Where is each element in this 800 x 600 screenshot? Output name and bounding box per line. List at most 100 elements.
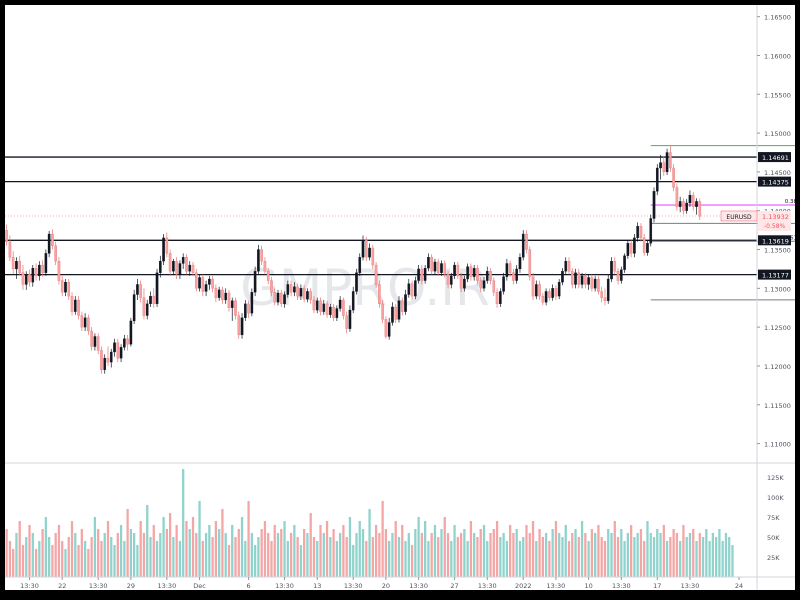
candle-body: [253, 271, 257, 293]
candle-body: [528, 249, 532, 277]
volume-bar: [443, 517, 446, 577]
candle-body: [453, 264, 456, 277]
volume-bar: [731, 545, 734, 577]
volume-bar: [610, 533, 613, 577]
volume-bar: [466, 541, 469, 577]
candle-body: [41, 264, 44, 273]
candle-body: [567, 261, 571, 272]
volume-bar: [172, 537, 175, 577]
candle-body: [168, 253, 172, 272]
volume-bar: [299, 545, 303, 577]
candle-body: [306, 291, 309, 300]
candle-body: [198, 277, 201, 289]
candle-body: [440, 263, 443, 273]
volume-bar: [178, 541, 182, 577]
price-tick-label: 1.15000: [764, 130, 791, 138]
volume-bar: [636, 533, 639, 577]
volume-bar: [283, 521, 286, 577]
volume-bar: [28, 525, 31, 577]
chart-panel[interactable]: GMPRO.IR 0(1.14838)0.382(1.14073)0.5(1.1…: [5, 5, 795, 590]
candle-body: [505, 263, 509, 277]
volume-tick-label: 50K: [767, 534, 780, 542]
candle-body: [87, 317, 90, 332]
candle-body: [610, 261, 613, 280]
volume-bar: [276, 533, 280, 577]
candle-body: [77, 299, 80, 316]
candle-body: [342, 299, 345, 316]
volume-bar: [473, 533, 476, 577]
candle-body: [678, 201, 682, 207]
volume-bar: [185, 521, 188, 577]
volume-bar: [675, 533, 679, 577]
volume-bar: [224, 533, 227, 577]
volume-bar: [459, 533, 463, 577]
candle-body: [603, 297, 607, 301]
candle-body: [266, 271, 270, 281]
horizontal-levels[interactable]: [5, 156, 757, 276]
candle-body: [574, 272, 577, 285]
volume-bar: [391, 533, 394, 577]
volume-bar: [97, 529, 100, 577]
volume-bar: [652, 537, 656, 577]
level-price-badge: [758, 235, 791, 246]
candle-body: [208, 278, 211, 285]
price-tick-label: 1.15500: [764, 91, 791, 99]
candle-body: [436, 261, 440, 273]
candle-body: [312, 299, 316, 311]
volume-bar: [662, 525, 665, 577]
candle-body: [315, 300, 319, 311]
candle-body: [237, 315, 241, 336]
candle-body: [309, 291, 312, 301]
time-tick-label: 13:30: [344, 582, 363, 590]
volume-bar: [182, 469, 185, 577]
candle-body: [685, 202, 688, 211]
candle-body: [221, 289, 224, 301]
volume-bar: [440, 529, 443, 577]
candle-body: [100, 350, 103, 370]
volume-bar: [371, 537, 374, 577]
chart-canvas[interactable]: GMPRO.IR 0(1.14838)0.382(1.14073)0.5(1.1…: [5, 5, 795, 590]
candle-body: [38, 264, 41, 277]
price-tick-label: 1.16500: [764, 14, 791, 22]
candle-body: [374, 264, 378, 285]
volume-bar: [522, 537, 525, 577]
volume-bar: [270, 541, 273, 577]
volume-bar: [590, 529, 594, 577]
candle-body: [665, 152, 669, 173]
volume-bar: [515, 529, 518, 577]
candle-body: [145, 303, 149, 316]
volume-bar: [47, 537, 51, 577]
candle-body: [544, 291, 548, 303]
candle-body: [224, 292, 227, 301]
candle-body: [273, 292, 277, 303]
price-tick-label: 1.14500: [764, 169, 791, 177]
volume-bar: [584, 533, 587, 577]
volume-bar: [620, 529, 623, 577]
volume-bar: [548, 541, 551, 577]
volume-bar: [616, 537, 620, 577]
candle-body: [557, 281, 561, 297]
candle-body: [355, 272, 358, 292]
volume-bar: [724, 533, 728, 577]
candle-body: [109, 351, 113, 363]
candle-body: [469, 266, 473, 277]
candle-body: [371, 247, 375, 266]
candle-body: [407, 283, 411, 295]
candle-body: [364, 240, 368, 258]
volume-bar: [479, 529, 482, 577]
volume-bar: [469, 521, 473, 577]
volume-bar: [119, 525, 123, 577]
watermark: GMPRO.IR: [240, 259, 490, 317]
volume-bar: [51, 545, 54, 577]
volume-bar: [136, 545, 139, 577]
volume-bar: [665, 541, 669, 577]
volume-bar: [64, 549, 67, 577]
candle-body: [31, 268, 35, 283]
volume-bar: [531, 521, 535, 577]
candle-body: [74, 299, 77, 312]
volume-bar: [594, 533, 597, 577]
time-tick-label: Dec: [193, 582, 206, 590]
candle-body: [387, 322, 391, 337]
candle-body: [302, 288, 306, 300]
current-price-badge: [758, 210, 791, 231]
